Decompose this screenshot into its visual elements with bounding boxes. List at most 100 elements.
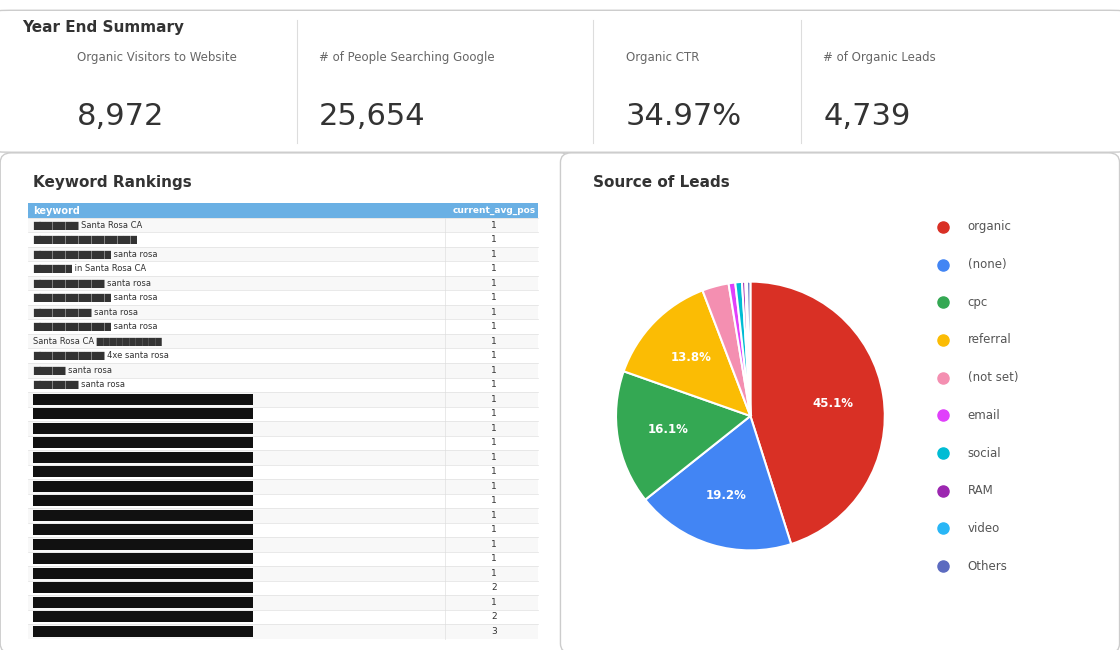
Bar (34, 422, 253, 434)
Text: Keyword Rankings: Keyword Rankings (34, 175, 192, 190)
Text: social: social (968, 447, 1001, 460)
Text: video: video (968, 522, 1000, 535)
Text: 1: 1 (492, 482, 497, 491)
Text: 45.1%: 45.1% (812, 396, 853, 410)
Bar (28, 580, 538, 595)
Bar (28, 261, 538, 276)
FancyBboxPatch shape (0, 153, 571, 650)
Bar (28, 378, 538, 392)
Text: (not set): (not set) (968, 371, 1018, 384)
Bar (34, 539, 253, 550)
Text: referral: referral (968, 333, 1011, 346)
Wedge shape (747, 281, 750, 416)
Bar (28, 319, 538, 334)
Text: ████████████ santa rosa: ████████████ santa rosa (34, 250, 158, 259)
Text: RAM: RAM (968, 484, 993, 497)
Bar (34, 466, 253, 477)
Bar (28, 363, 538, 378)
Bar (34, 437, 253, 448)
Text: 13.8%: 13.8% (670, 351, 711, 364)
Bar (28, 305, 538, 319)
Text: 1: 1 (492, 220, 497, 229)
Text: 4,739: 4,739 (823, 102, 911, 131)
Bar (28, 493, 538, 508)
Bar (34, 612, 253, 623)
Text: cpc: cpc (968, 296, 988, 309)
Text: 1: 1 (492, 554, 497, 564)
Bar (34, 582, 253, 593)
Bar (28, 334, 538, 348)
Text: 1: 1 (492, 366, 497, 375)
Text: 1: 1 (492, 279, 497, 288)
FancyBboxPatch shape (0, 10, 1120, 152)
Wedge shape (702, 283, 750, 416)
Text: 1: 1 (492, 307, 497, 317)
Text: organic: organic (968, 220, 1011, 233)
Wedge shape (745, 281, 750, 416)
Text: 3: 3 (492, 627, 497, 636)
Text: Organic Visitors to Website: Organic Visitors to Website (77, 51, 237, 64)
Bar (34, 568, 253, 579)
Text: # of Organic Leads: # of Organic Leads (823, 51, 936, 64)
Text: 2: 2 (492, 584, 497, 592)
Text: ██████ in Santa Rosa CA: ██████ in Santa Rosa CA (34, 264, 147, 273)
Bar (28, 465, 538, 479)
Wedge shape (741, 281, 750, 416)
Text: 1: 1 (492, 351, 497, 360)
Wedge shape (735, 282, 750, 416)
Bar (28, 508, 538, 523)
Text: 1: 1 (492, 337, 497, 346)
Bar (34, 525, 253, 536)
Bar (28, 537, 538, 552)
Wedge shape (728, 283, 750, 416)
Text: Others: Others (968, 560, 1008, 573)
Text: ████████████ santa rosa: ████████████ santa rosa (34, 322, 158, 332)
Text: 19.2%: 19.2% (706, 489, 747, 502)
Text: Source of Leads: Source of Leads (592, 175, 729, 190)
Text: █████ santa rosa: █████ santa rosa (34, 366, 112, 375)
Text: Year End Summary: Year End Summary (22, 20, 184, 35)
Bar (28, 436, 538, 450)
Text: ███████████ 4xe santa rosa: ███████████ 4xe santa rosa (34, 351, 169, 360)
Text: keyword: keyword (34, 205, 80, 216)
Text: 1: 1 (492, 525, 497, 534)
Bar (28, 392, 538, 406)
Text: current_avg_pos: current_avg_pos (452, 206, 535, 215)
Bar (28, 552, 538, 566)
Text: 1: 1 (492, 511, 497, 520)
Bar (28, 595, 538, 610)
Wedge shape (750, 281, 885, 544)
Bar (28, 233, 538, 247)
Bar (28, 479, 538, 493)
Text: 1: 1 (492, 453, 497, 461)
Bar (28, 291, 538, 305)
Text: 1: 1 (492, 569, 497, 578)
Text: 1: 1 (492, 598, 497, 607)
Text: Santa Rosa CA ██████████: Santa Rosa CA ██████████ (34, 337, 162, 346)
Bar (28, 218, 538, 233)
Bar (28, 406, 538, 421)
Bar (28, 276, 538, 291)
Wedge shape (645, 416, 791, 551)
Bar (28, 523, 538, 537)
Bar (34, 394, 253, 405)
Text: ████████████████: ████████████████ (34, 235, 137, 244)
Bar (28, 610, 538, 624)
Text: 1: 1 (492, 264, 497, 273)
Text: 1: 1 (492, 293, 497, 302)
Bar (34, 510, 253, 521)
Text: 1: 1 (492, 235, 497, 244)
Text: (none): (none) (968, 258, 1006, 271)
Bar (34, 626, 253, 637)
Bar (28, 450, 538, 465)
Bar (34, 597, 253, 608)
Wedge shape (624, 291, 750, 416)
FancyBboxPatch shape (560, 153, 1120, 650)
Wedge shape (616, 371, 750, 500)
Bar (28, 421, 538, 436)
Text: █████████ santa rosa: █████████ santa rosa (34, 307, 138, 317)
Text: ███████ Santa Rosa CA: ███████ Santa Rosa CA (34, 220, 142, 229)
Bar (28, 203, 538, 218)
Text: 16.1%: 16.1% (647, 423, 689, 436)
Bar (28, 247, 538, 261)
